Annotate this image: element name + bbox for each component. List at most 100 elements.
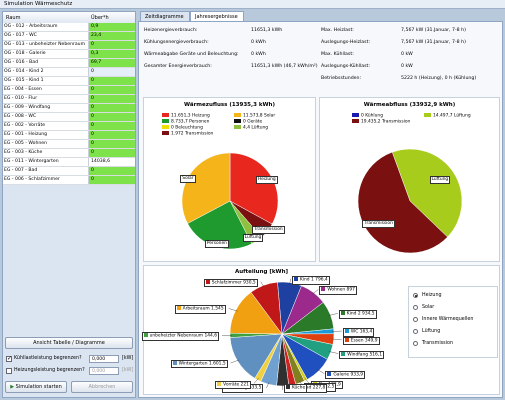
slice-label: Kind 1 796,4 xyxy=(291,276,330,285)
table-row[interactable]: EG - 008 - WC 0 xyxy=(3,113,135,122)
pie-slice[interactable] xyxy=(391,148,463,238)
room-name-cell: EG - 005 - Wohnen xyxy=(4,141,48,146)
radio-option[interactable] xyxy=(413,341,418,346)
cooling-limit-checkbox[interactable]: ✓ xyxy=(6,355,12,362)
leader-line xyxy=(230,359,240,364)
room-name-cell: EG - 003 - Küche xyxy=(4,150,43,155)
table-row[interactable]: OG - 015 - Kind 1 0 xyxy=(3,77,135,86)
legend-swatch xyxy=(162,119,169,123)
stat-value: 0 kWh xyxy=(251,40,266,45)
radio-label: Transmission xyxy=(422,341,453,346)
slice-swatch xyxy=(340,311,345,316)
leader-line xyxy=(317,369,325,374)
room-table: OG - 012 - Arbeitsraum 0,9 OG - 017 - WC 23… xyxy=(3,23,135,185)
legend-text: 0 Beleuchtung xyxy=(171,125,203,131)
legend-text: 11.651,3 Heizung xyxy=(171,113,210,119)
cooling-unit: [kW] xyxy=(122,356,134,361)
legend-entry: 0 Kühlung xyxy=(352,113,383,119)
slice-swatch xyxy=(143,333,148,338)
radio-option[interactable] xyxy=(413,329,418,334)
table-row[interactable]: OG - 016 - Bad 69,7 xyxy=(3,59,135,68)
start-simulation-button[interactable]: ▶ Simulation starten xyxy=(5,381,67,393)
heating-limit-input[interactable]: 0,000 xyxy=(89,367,119,375)
heat-inflow-chart xyxy=(181,152,279,250)
pie-slice[interactable] xyxy=(250,281,283,335)
cooling-limit-input[interactable]: 0,000 xyxy=(89,355,119,363)
toggle-view-button[interactable]: Ansicht Tabelle / Diagramme xyxy=(5,337,133,349)
legend-entry: 19.435,2 Transmission xyxy=(352,119,410,125)
stat-label: Wärmeabgabe Geräte und Beleuchtung: xyxy=(144,52,239,57)
slice-swatch xyxy=(341,351,346,356)
overheat-cell: 0 xyxy=(88,95,135,103)
slice-label-text: Essen 349,9 xyxy=(350,338,378,344)
stat-value: 0 kW xyxy=(401,64,413,69)
legend-entry: 11.651,3 Heizung xyxy=(162,113,210,119)
overheat-cell: 0 xyxy=(88,140,135,148)
table-row[interactable]: EG - 002 - Vorräte 0 xyxy=(3,122,135,131)
table-row[interactable]: EG - 007 - Bad 0 xyxy=(3,167,135,176)
table-row[interactable]: OG - 012 - Arbeitsraum 0,9 xyxy=(3,23,135,32)
col-header-overheat[interactable]: Über*h xyxy=(91,15,109,21)
col-header-room[interactable]: Raum xyxy=(6,15,21,21)
stat-value: 0 kW xyxy=(401,52,413,57)
slice-label: Galerie 933,9 xyxy=(325,370,366,380)
room-name-cell: EG - 011 - Wintergarten xyxy=(4,159,59,164)
slice-label: Wintergarten 1.601,5 xyxy=(170,359,228,369)
table-row[interactable]: OG - 013 - unbeheizter Nebenraum 0 xyxy=(3,41,135,50)
legend-swatch xyxy=(352,113,359,117)
table-row[interactable]: EG - 005 - Wohnen 0 xyxy=(3,140,135,149)
legend-entry: 0 Geräte xyxy=(234,119,262,125)
room-name-cell: EG - 010 - Flur xyxy=(4,96,38,101)
slice-swatch xyxy=(344,329,349,334)
table-row[interactable]: EG - 003 - Küche 0 xyxy=(3,149,135,158)
tab-annual-results[interactable]: Jahresergebnisse xyxy=(190,11,244,22)
table-row[interactable]: EG - 009 - Windfang 0 xyxy=(3,104,135,113)
legend-swatch xyxy=(424,113,431,117)
room-name-cell: EG - 009 - Windfang xyxy=(4,105,51,110)
slice-label: Arbeitsraum 1.545 xyxy=(174,305,226,314)
table-row[interactable]: EG - 004 - Essen 0 xyxy=(3,86,135,95)
legend-text: 0 Kühlung xyxy=(361,113,383,119)
radio-option[interactable] xyxy=(413,305,418,310)
legend-text: 1.972 Transmission xyxy=(171,131,214,137)
radio-label: Innere Wärmequellen xyxy=(422,317,474,322)
legend-text: 4,4 Lüftung xyxy=(243,125,269,131)
table-row[interactable]: EG - 001 - Heizung 0 xyxy=(3,131,135,140)
slice-label-text: Windfang 516,1 xyxy=(347,352,383,358)
legend-swatch xyxy=(162,113,169,117)
radio-dot xyxy=(415,295,417,297)
cooling-limit-label: Kühllastleistung begrenzen? xyxy=(14,356,82,361)
pie-slice[interactable] xyxy=(229,333,283,379)
slice-label-text: Wohnen 897 xyxy=(327,287,355,293)
legend-entry: 0 Beleuchtung xyxy=(162,125,203,131)
heat-inflow-title: Wärmezufluss (13935,3 kWh) xyxy=(184,102,275,108)
table-row[interactable]: OG - 018 - Galerie 0,3 xyxy=(3,50,135,59)
legend-swatch xyxy=(352,119,359,123)
table-row[interactable]: EG - 006 - Schlafzimmer 0 xyxy=(3,176,135,185)
room-name-cell: EG - 004 - Essen xyxy=(4,87,42,92)
cancel-button[interactable]: Abbrechen xyxy=(71,381,133,393)
slice-swatch xyxy=(321,287,326,292)
radio-option[interactable] xyxy=(413,293,418,298)
table-row[interactable]: OG - 014 - Kind 2 0 xyxy=(3,68,135,77)
room-name-cell: OG - 015 - Kind 1 xyxy=(4,78,44,83)
slice-label: Küche xyxy=(283,384,308,393)
table-row[interactable]: EG - 010 - Flur 0 xyxy=(3,95,135,104)
room-name-cell: EG - 001 - Heizung xyxy=(4,132,48,137)
heating-limit-checkbox[interactable] xyxy=(6,368,12,374)
slice-label: Wohnen 897 xyxy=(319,286,357,295)
legend-entry: 8.733,7 Personen xyxy=(162,119,209,125)
radio-label: Solar xyxy=(422,305,435,310)
table-row[interactable]: EG - 011 - Wintergarten 14038,6 xyxy=(3,158,135,167)
radio-option[interactable] xyxy=(413,317,418,322)
leader-line xyxy=(312,289,319,295)
overheat-cell: 0 xyxy=(88,176,135,184)
legend-swatch xyxy=(162,131,169,135)
leader-line xyxy=(289,278,292,285)
table-row[interactable]: OG - 017 - WC 23,4 xyxy=(3,32,135,41)
slice-label-text: Wintergarten 1.601,5 xyxy=(178,361,226,367)
tab-time-diagrams[interactable]: Zeitdiagramme xyxy=(140,11,190,21)
overheat-cell: 23,4 xyxy=(88,32,135,40)
slice-label: WC 163,4 xyxy=(342,328,375,337)
legend-text: 11.573,8 Solar xyxy=(243,113,276,119)
